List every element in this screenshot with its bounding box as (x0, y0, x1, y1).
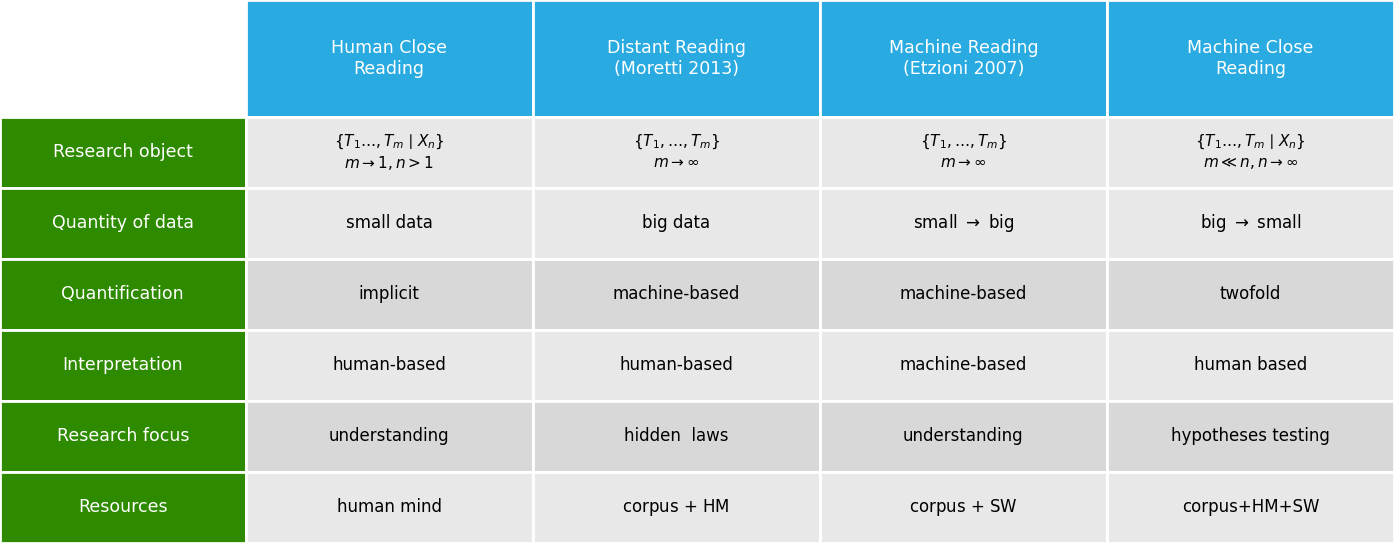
Bar (533, 401, 820, 472)
Text: $\{T_1, \ldots, T_m\}$: $\{T_1, \ldots, T_m\}$ (633, 132, 719, 151)
Bar (0, 0, 245, 117)
Bar (533, 472, 820, 543)
Bar (245, 259, 533, 330)
Text: twofold: twofold (1220, 286, 1281, 304)
Text: Resources: Resources (78, 498, 167, 516)
Bar (245, 117, 533, 188)
Text: Human Close
Reading: Human Close Reading (330, 39, 447, 78)
Text: human-based: human-based (619, 356, 733, 374)
Text: machine-based: machine-based (899, 286, 1027, 304)
Text: big $\rightarrow$ small: big $\rightarrow$ small (1200, 212, 1301, 235)
Bar (0, 259, 245, 330)
Text: corpus $+$ SW: corpus $+$ SW (909, 497, 1018, 518)
Text: understanding: understanding (329, 427, 449, 445)
Text: $m \rightarrow 1, n > 1$: $m \rightarrow 1, n > 1$ (344, 154, 434, 172)
Bar (0, 472, 245, 543)
Bar (820, 0, 1107, 117)
Text: Research focus: Research focus (57, 427, 190, 445)
Bar (820, 259, 1107, 330)
Text: Quantity of data: Quantity of data (52, 214, 194, 232)
Bar (533, 259, 820, 330)
Text: Interpretation: Interpretation (63, 356, 183, 374)
Text: $\{T_1 \ldots, T_m \mid X_n\}$: $\{T_1 \ldots, T_m \mid X_n\}$ (1195, 132, 1306, 151)
Text: machine-based: machine-based (899, 356, 1027, 374)
Text: Research object: Research object (53, 143, 192, 161)
Bar (820, 117, 1107, 188)
Bar (1107, 472, 1394, 543)
Bar (0, 117, 245, 188)
Text: human based: human based (1193, 356, 1308, 374)
Text: Distant Reading
(Moretti 2013): Distant Reading (Moretti 2013) (606, 39, 746, 78)
Text: small data: small data (346, 214, 432, 232)
Bar (0, 188, 245, 259)
Bar (1107, 0, 1394, 117)
Bar (1107, 330, 1394, 401)
Bar (0, 330, 245, 401)
Text: hidden  laws: hidden laws (625, 427, 729, 445)
Bar (1107, 188, 1394, 259)
Bar (820, 472, 1107, 543)
Text: Machine Close
Reading: Machine Close Reading (1188, 39, 1313, 78)
Text: Machine Reading
(Etzioni 2007): Machine Reading (Etzioni 2007) (888, 39, 1039, 78)
Text: $m \rightarrow \infty$: $m \rightarrow \infty$ (652, 155, 700, 171)
Text: human mind: human mind (336, 498, 442, 516)
Bar (820, 330, 1107, 401)
Text: big data: big data (643, 214, 711, 232)
Bar (245, 401, 533, 472)
Text: machine-based: machine-based (612, 286, 740, 304)
Text: $m \ll n, n \rightarrow \infty$: $m \ll n, n \rightarrow \infty$ (1203, 155, 1298, 171)
Bar (245, 0, 533, 117)
Bar (533, 188, 820, 259)
Bar (245, 330, 533, 401)
Text: small $\rightarrow$ big: small $\rightarrow$ big (913, 212, 1013, 235)
Bar (533, 117, 820, 188)
Text: human-based: human-based (332, 356, 446, 374)
Text: Quantification: Quantification (61, 286, 184, 304)
Text: $\{T_1, \ldots, T_m\}$: $\{T_1, \ldots, T_m\}$ (920, 132, 1006, 151)
Text: $m \rightarrow \infty$: $m \rightarrow \infty$ (940, 155, 987, 171)
Text: understanding: understanding (903, 427, 1023, 445)
Bar (245, 472, 533, 543)
Text: corpus+HM+SW: corpus+HM+SW (1182, 498, 1319, 516)
Bar (1107, 401, 1394, 472)
Bar (245, 188, 533, 259)
Text: $\{T_1 \ldots, T_m \mid X_n\}$: $\{T_1 \ldots, T_m \mid X_n\}$ (333, 132, 445, 151)
Text: implicit: implicit (358, 286, 420, 304)
Bar (820, 188, 1107, 259)
Bar (1107, 259, 1394, 330)
Bar (0, 401, 245, 472)
Text: corpus $+$ HM: corpus $+$ HM (622, 497, 730, 518)
Bar (533, 0, 820, 117)
Text: hypotheses testing: hypotheses testing (1171, 427, 1330, 445)
Bar (820, 401, 1107, 472)
Bar (533, 330, 820, 401)
Bar (1107, 117, 1394, 188)
